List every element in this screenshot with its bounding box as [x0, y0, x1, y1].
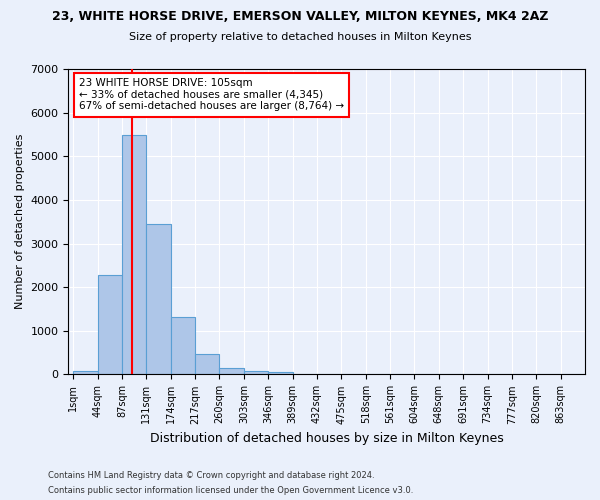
Text: 23, WHITE HORSE DRIVE, EMERSON VALLEY, MILTON KEYNES, MK4 2AZ: 23, WHITE HORSE DRIVE, EMERSON VALLEY, M… — [52, 10, 548, 23]
Bar — [122, 136, 146, 374]
Text: Contains HM Land Registry data © Crown copyright and database right 2024.: Contains HM Land Registry data © Crown c… — [48, 471, 374, 480]
Bar — [146, 224, 171, 374]
Y-axis label: Number of detached properties: Number of detached properties — [15, 134, 25, 310]
Bar — [268, 372, 293, 374]
X-axis label: Distribution of detached houses by size in Milton Keynes: Distribution of detached houses by size … — [150, 432, 503, 445]
Bar — [171, 318, 195, 374]
Text: Size of property relative to detached houses in Milton Keynes: Size of property relative to detached ho… — [129, 32, 471, 42]
Text: 23 WHITE HORSE DRIVE: 105sqm
← 33% of detached houses are smaller (4,345)
67% of: 23 WHITE HORSE DRIVE: 105sqm ← 33% of de… — [79, 78, 344, 112]
Bar — [73, 371, 98, 374]
Bar — [220, 368, 244, 374]
Bar — [98, 276, 122, 374]
Bar — [244, 370, 268, 374]
Bar — [195, 354, 220, 374]
Text: Contains public sector information licensed under the Open Government Licence v3: Contains public sector information licen… — [48, 486, 413, 495]
